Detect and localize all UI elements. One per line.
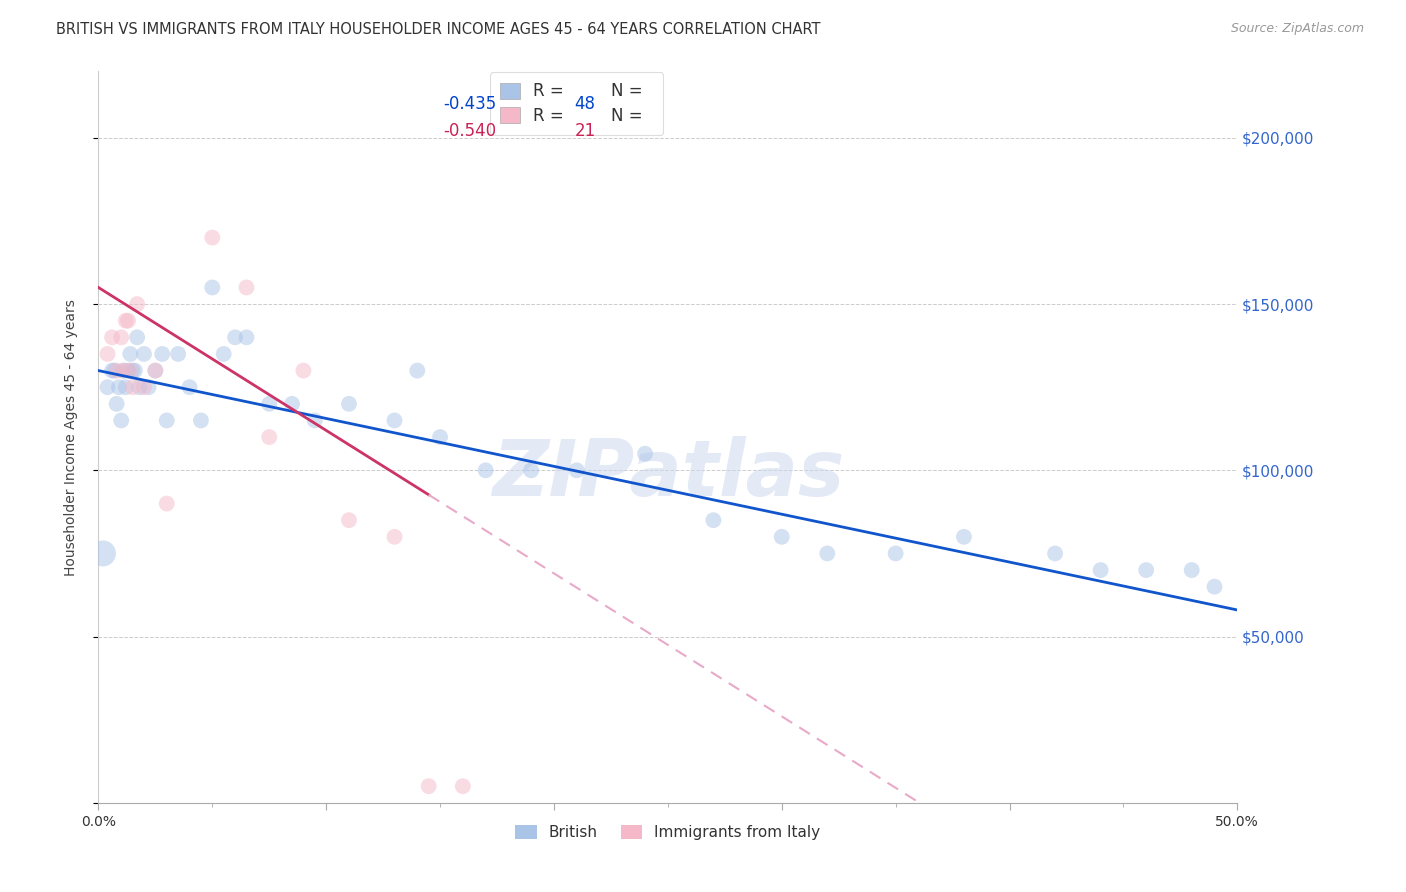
Point — [156, 497, 179, 511]
Point — [201, 230, 224, 244]
Point — [105, 363, 128, 377]
Point — [201, 280, 224, 294]
Point — [105, 397, 128, 411]
Text: -0.540: -0.540 — [443, 122, 496, 140]
Point — [235, 330, 257, 344]
Point — [634, 447, 657, 461]
Text: -0.435: -0.435 — [443, 95, 496, 113]
Point — [702, 513, 724, 527]
Point — [112, 363, 135, 377]
Point — [451, 779, 474, 793]
Point — [884, 546, 907, 560]
Point — [103, 363, 125, 377]
Point — [259, 430, 281, 444]
Point — [304, 413, 326, 427]
Point — [120, 363, 142, 377]
Point — [121, 380, 143, 394]
Text: ZIPatlas: ZIPatlas — [492, 435, 844, 512]
Point — [406, 363, 429, 377]
Point — [108, 380, 131, 394]
Point — [815, 546, 838, 560]
Point — [224, 330, 246, 344]
Point — [384, 530, 406, 544]
Point — [474, 463, 496, 477]
Point — [127, 297, 149, 311]
Point — [150, 347, 173, 361]
Point — [112, 363, 135, 377]
Point — [128, 380, 150, 394]
Point — [770, 530, 793, 544]
Point — [145, 363, 167, 377]
Point — [124, 363, 146, 377]
Text: Source: ZipAtlas.com: Source: ZipAtlas.com — [1230, 22, 1364, 36]
Legend: British, Immigrants from Italy: British, Immigrants from Italy — [509, 819, 827, 847]
Point — [1181, 563, 1204, 577]
Point — [120, 347, 142, 361]
Point — [190, 413, 212, 427]
Point — [121, 363, 143, 377]
Point — [127, 330, 149, 344]
Point — [429, 430, 451, 444]
Text: BRITISH VS IMMIGRANTS FROM ITALY HOUSEHOLDER INCOME AGES 45 - 64 YEARS CORRELATI: BRITISH VS IMMIGRANTS FROM ITALY HOUSEHO… — [56, 22, 821, 37]
Point — [91, 546, 114, 560]
Point — [117, 314, 139, 328]
Point — [167, 347, 190, 361]
Point — [110, 330, 132, 344]
Point — [281, 397, 304, 411]
Point — [156, 413, 179, 427]
Point — [520, 463, 543, 477]
Point — [1204, 580, 1226, 594]
Point — [212, 347, 235, 361]
Point — [101, 330, 124, 344]
Point — [1043, 546, 1066, 560]
Point — [179, 380, 201, 394]
Text: 48: 48 — [575, 95, 596, 113]
Point — [101, 363, 124, 377]
Point — [418, 779, 440, 793]
Point — [114, 380, 136, 394]
Point — [337, 397, 360, 411]
Point — [132, 380, 155, 394]
Point — [953, 530, 976, 544]
Point — [145, 363, 167, 377]
Point — [110, 413, 132, 427]
Point — [96, 347, 118, 361]
Point — [235, 280, 257, 294]
Y-axis label: Householder Income Ages 45 - 64 years: Householder Income Ages 45 - 64 years — [63, 299, 77, 575]
Point — [292, 363, 315, 377]
Point — [96, 380, 118, 394]
Point — [384, 413, 406, 427]
Point — [1135, 563, 1157, 577]
Point — [138, 380, 160, 394]
Point — [259, 397, 281, 411]
Text: 21: 21 — [575, 122, 596, 140]
Point — [114, 314, 136, 328]
Point — [337, 513, 360, 527]
Point — [565, 463, 588, 477]
Point — [1090, 563, 1112, 577]
Point — [132, 347, 155, 361]
Point — [117, 363, 139, 377]
